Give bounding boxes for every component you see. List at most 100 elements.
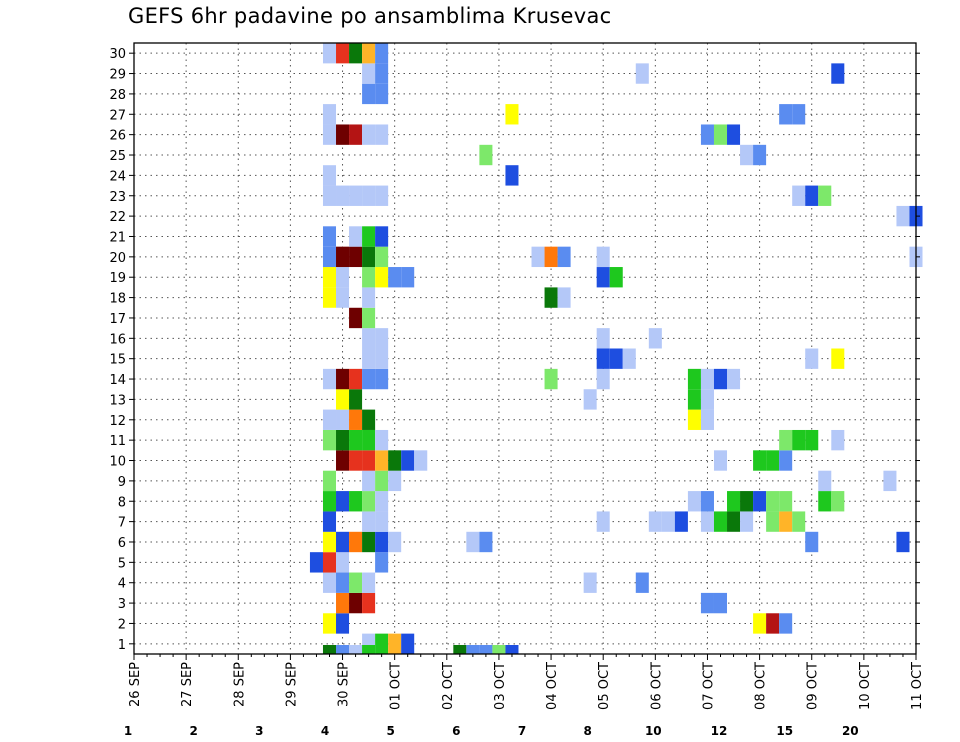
heatmap-cell xyxy=(713,124,728,145)
heatmap-cell xyxy=(479,144,493,166)
heatmap-cell xyxy=(479,645,493,654)
heatmap-cell xyxy=(309,552,323,573)
heatmap-cell xyxy=(531,246,545,268)
y-tick-label: 22 xyxy=(109,210,126,225)
heatmap-cell xyxy=(375,63,389,84)
colorbar-label: 15 xyxy=(776,724,793,738)
heatmap-cell xyxy=(544,287,558,308)
y-tick-label: 1 xyxy=(118,638,126,653)
heatmap-cell xyxy=(375,531,389,553)
heatmap-cell xyxy=(635,572,649,593)
heatmap-cell xyxy=(687,491,701,512)
heatmap-cell xyxy=(362,368,376,390)
heatmap-cell xyxy=(336,450,350,471)
y-tick-label: 13 xyxy=(109,393,126,408)
heatmap-cell xyxy=(362,287,376,308)
heatmap-cell xyxy=(322,645,337,654)
heatmap-cell xyxy=(492,645,506,654)
heatmap-cell xyxy=(596,511,610,532)
heatmap-cell xyxy=(414,450,428,471)
heatmap-cell xyxy=(336,592,350,614)
heatmap-cell xyxy=(753,144,767,166)
heatmap-cell xyxy=(336,267,350,288)
y-tick-label: 9 xyxy=(118,475,126,490)
heatmap-cell xyxy=(322,267,337,288)
heatmap-cell xyxy=(388,470,402,492)
heatmap-cell xyxy=(557,287,571,308)
heatmap-cell xyxy=(322,104,337,125)
colorbar-label: 4 xyxy=(321,724,329,738)
heatmap-cell xyxy=(805,531,819,553)
heatmap-cell xyxy=(544,246,558,268)
y-tick-label: 21 xyxy=(109,230,126,245)
heatmap-cell xyxy=(375,43,389,64)
heatmap-cell xyxy=(453,645,467,654)
heatmap-cell xyxy=(779,511,793,532)
heatmap-cell xyxy=(336,491,350,512)
heatmap-cell xyxy=(713,450,728,471)
heatmap-cell xyxy=(362,124,376,145)
heatmap-cell xyxy=(375,124,389,145)
heatmap-cell xyxy=(505,645,519,654)
heatmap-cell xyxy=(336,124,350,145)
heatmap-cell xyxy=(557,246,571,268)
heatmap-cell xyxy=(322,531,337,553)
heatmap-cell xyxy=(322,165,337,186)
x-tick-label: 02 OCT xyxy=(441,662,456,710)
heatmap-cell xyxy=(322,491,337,512)
heatmap-cell xyxy=(727,511,741,532)
heatmap-cell xyxy=(375,511,389,532)
heatmap-cell xyxy=(792,511,806,532)
heatmap-cell xyxy=(362,531,376,553)
heatmap-cell xyxy=(349,43,363,64)
heatmap-cell xyxy=(622,348,636,369)
y-tick-label: 7 xyxy=(118,516,126,531)
heatmap-cell xyxy=(388,267,402,288)
heatmap-cell xyxy=(766,491,780,512)
colorbar-label: 20 xyxy=(842,724,859,738)
heatmap-cell xyxy=(596,368,610,390)
x-tick-label: 06 OCT xyxy=(649,662,664,710)
heatmap-cell xyxy=(336,43,350,64)
heatmap-cell xyxy=(362,429,376,451)
heatmap-cell xyxy=(375,328,389,349)
heatmap-cell xyxy=(322,552,337,573)
y-tick-label: 27 xyxy=(109,108,126,123)
heatmap-cell xyxy=(375,267,389,288)
heatmap-cell xyxy=(713,511,728,532)
heatmap-cell xyxy=(466,531,480,553)
x-tick-label: 30 SEP xyxy=(337,662,352,707)
heatmap-cell xyxy=(322,613,337,634)
heatmap-cell xyxy=(818,470,832,492)
heatmap-cell xyxy=(896,205,910,227)
y-tick-label: 2 xyxy=(118,617,126,632)
y-tick-label: 12 xyxy=(109,414,126,429)
heatmap-cell xyxy=(818,491,832,512)
x-tick-label: 04 OCT xyxy=(545,662,560,710)
y-tick-label: 18 xyxy=(109,292,126,307)
heatmap-cell xyxy=(322,124,337,145)
heatmap-cell xyxy=(740,491,754,512)
heatmap-cell xyxy=(831,491,845,512)
y-tick-label: 11 xyxy=(109,434,126,449)
heatmap-cell xyxy=(362,511,376,532)
heatmap-cell xyxy=(401,633,415,654)
heatmap-cell xyxy=(700,409,714,430)
heatmap-cell xyxy=(713,592,728,614)
chart-title: GEFS 6hr padavine po ansamblima Krusevac xyxy=(128,4,612,28)
heatmap-cell xyxy=(349,389,363,410)
heatmap-cell xyxy=(766,511,780,532)
heatmap-cell xyxy=(375,552,389,573)
heatmap-cell xyxy=(805,185,819,206)
heatmap-cell xyxy=(362,572,376,593)
heatmap-cell xyxy=(388,531,402,553)
heatmap-cell xyxy=(375,491,389,512)
heatmap-cell xyxy=(596,267,610,288)
heatmap-cell xyxy=(401,267,415,288)
colorbar-label: 12 xyxy=(711,724,728,738)
x-tick-label: 07 OCT xyxy=(701,662,716,710)
heatmap-cell xyxy=(687,368,701,390)
heatmap-cell xyxy=(779,450,793,471)
heatmap-cell xyxy=(375,226,389,247)
